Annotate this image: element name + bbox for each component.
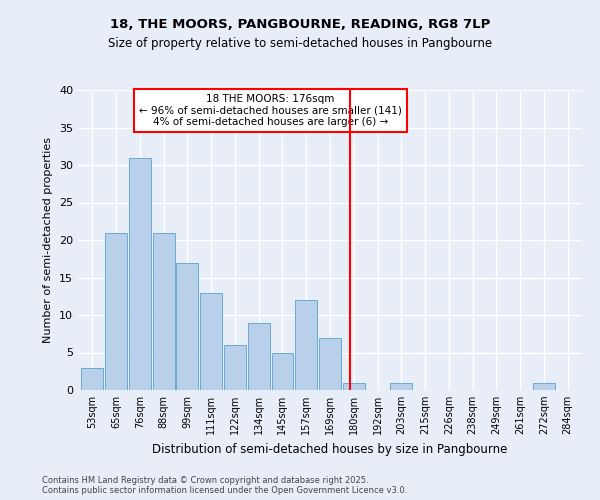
Bar [224, 345, 246, 390]
Bar [129, 158, 151, 390]
Bar [176, 262, 198, 390]
Text: 18, THE MOORS, PANGBOURNE, READING, RG8 7LP: 18, THE MOORS, PANGBOURNE, READING, RG8 … [110, 18, 490, 30]
Bar [295, 300, 317, 390]
Bar [533, 382, 555, 390]
X-axis label: Distribution of semi-detached houses by size in Pangbourne: Distribution of semi-detached houses by … [152, 442, 508, 456]
Bar [82, 368, 103, 390]
Bar [105, 232, 127, 390]
Bar [200, 292, 222, 390]
Bar [391, 382, 412, 390]
Text: Size of property relative to semi-detached houses in Pangbourne: Size of property relative to semi-detach… [108, 38, 492, 51]
Bar [272, 352, 293, 390]
Bar [248, 322, 269, 390]
Text: 18 THE MOORS: 176sqm
← 96% of semi-detached houses are smaller (141)
4% of semi-: 18 THE MOORS: 176sqm ← 96% of semi-detac… [139, 94, 402, 127]
Bar [319, 338, 341, 390]
Bar [343, 382, 365, 390]
Bar [152, 232, 175, 390]
Y-axis label: Number of semi-detached properties: Number of semi-detached properties [43, 137, 53, 343]
Text: Contains HM Land Registry data © Crown copyright and database right 2025.
Contai: Contains HM Land Registry data © Crown c… [42, 476, 407, 495]
